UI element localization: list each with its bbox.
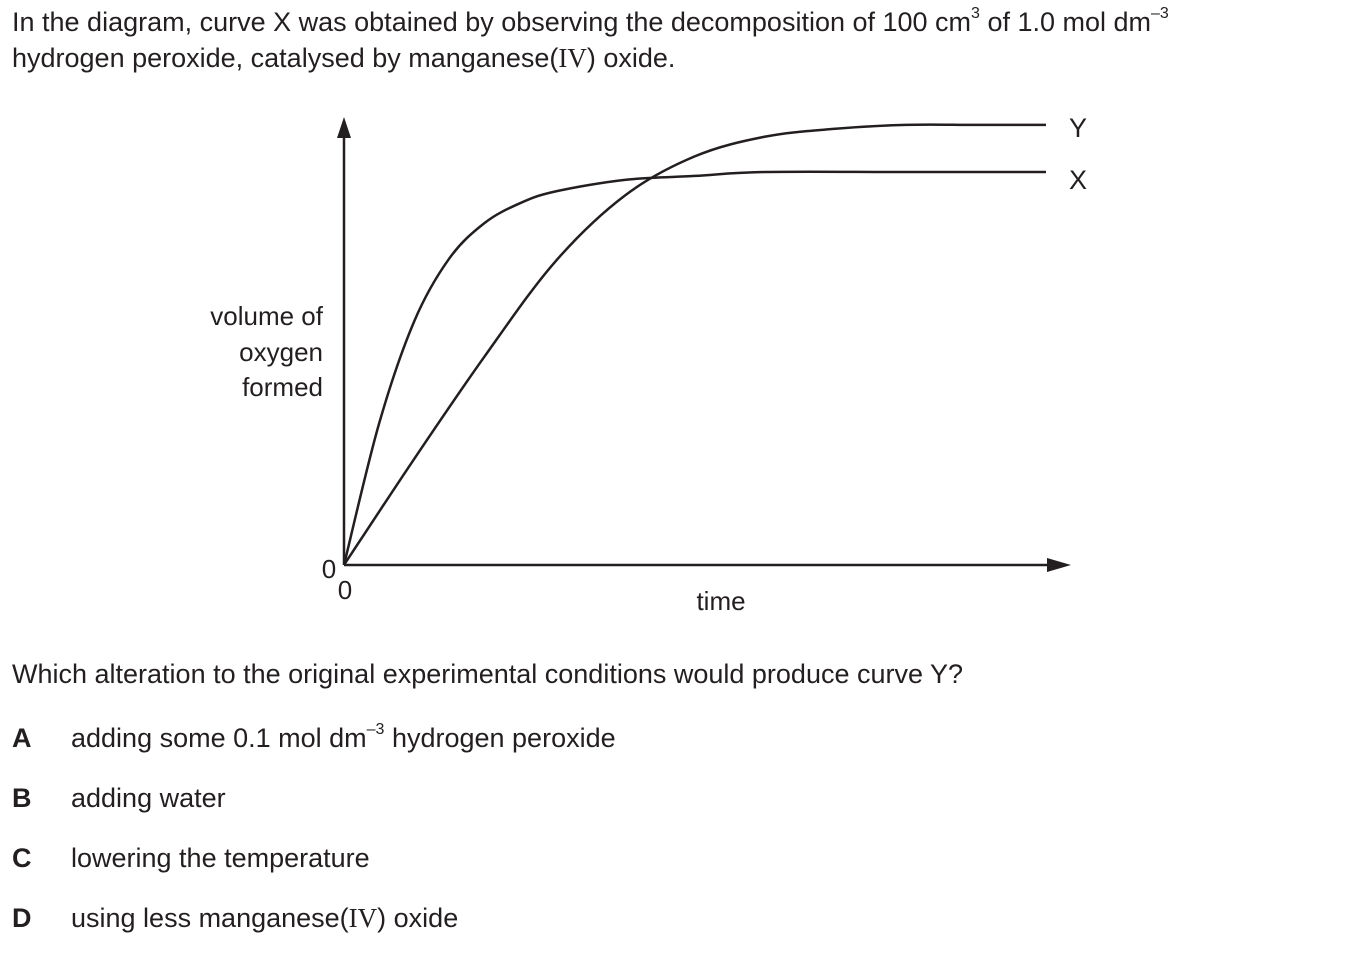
x-axis-arrowhead [1047, 558, 1071, 572]
option-d-letter[interactable]: D [12, 903, 32, 933]
option-text: ) oxide [377, 903, 459, 933]
option-a-text[interactable]: adding some 0.1 mol dm–3 hydrogen peroxi… [71, 721, 616, 754]
superscript: –3 [1151, 5, 1169, 22]
option-text: adding some 0.1 mol dm [71, 723, 367, 753]
option-a-letter[interactable]: A [12, 723, 32, 753]
option-c-text[interactable]: lowering the temperature [71, 843, 370, 873]
intro-text: In the diagram, curve X was obtained by … [12, 7, 972, 37]
intro-text: ) oxide. [586, 43, 676, 73]
superscript: 3 [971, 5, 980, 22]
intro-text: hydrogen peroxide, catalysed by manganes… [12, 43, 559, 73]
y-axis-label-line-1: volume of [210, 301, 323, 331]
option-c-letter[interactable]: C [12, 843, 32, 873]
superscript: –3 [366, 721, 385, 738]
rate-curve-chart: volume of oxygen formed time 0 0 Y X [210, 113, 1087, 616]
series-label-y: Y [1069, 113, 1087, 143]
question-intro-line-1: In the diagram, curve X was obtained by … [12, 5, 1169, 39]
curve-x [342, 170, 1046, 566]
question-intro-line-2: hydrogen peroxide, catalysed by manganes… [12, 41, 675, 75]
roman-numeral: IV [558, 43, 587, 73]
series-label-x: X [1069, 165, 1087, 195]
x-axis-label: time [696, 586, 745, 616]
y-axis-label-line-3: formed [242, 372, 323, 402]
option-text: hydrogen peroxide [384, 723, 616, 753]
series-layer [342, 123, 1046, 566]
option-b-letter[interactable]: B [12, 783, 32, 813]
option-d-text[interactable]: using less manganese(IV) oxide [71, 903, 458, 934]
y-axis-label-line-2: oxygen [239, 337, 323, 367]
question-prompt: Which alteration to the original experim… [12, 659, 964, 689]
roman-numeral: IV [348, 903, 378, 933]
y-axis-arrowhead [337, 117, 351, 138]
y-origin-label: 0 [322, 554, 336, 584]
curve-y [342, 123, 1046, 566]
x-origin-label: 0 [338, 575, 352, 605]
intro-text: of 1.0 mol dm [979, 7, 1152, 37]
option-b-text[interactable]: adding water [71, 783, 226, 813]
option-text: using less manganese( [71, 903, 349, 933]
